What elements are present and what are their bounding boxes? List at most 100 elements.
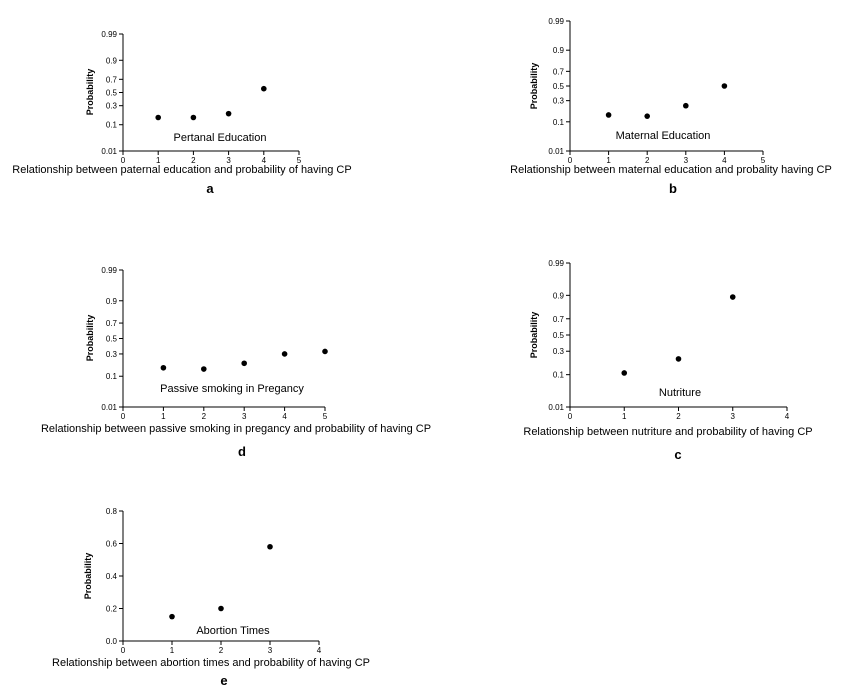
x-tick-label: 1 <box>606 156 611 165</box>
y-tick-label: 0.9 <box>553 291 565 300</box>
y-tick-label: 0.5 <box>553 82 565 91</box>
y-tick-label: 0.9 <box>106 297 118 306</box>
data-point <box>729 294 736 300</box>
x-axis-label: Relationship between abortion times and … <box>52 657 370 669</box>
data-point <box>281 351 288 357</box>
y-tick-label: 0.99 <box>548 17 564 26</box>
data-point <box>267 543 273 550</box>
data-point <box>675 356 682 362</box>
x-tick-label: 1 <box>156 156 161 165</box>
data-point <box>322 348 328 355</box>
y-tick-label: 0.2 <box>106 605 118 614</box>
x-tick-label: 0 <box>568 412 573 421</box>
y-tick-label: 0.99 <box>548 259 564 268</box>
y-tick-label: 0.9 <box>106 56 118 65</box>
chart-annotation: Pertanal Education <box>174 132 267 144</box>
y-tick-label: 0.5 <box>106 89 118 98</box>
y-tick-label: 0.0 <box>106 637 118 646</box>
data-point <box>605 112 612 118</box>
data-point <box>155 114 161 121</box>
x-tick-label: 1 <box>161 412 166 421</box>
x-tick-label: 4 <box>282 412 287 421</box>
chart-panel-a: 0.01 0.1 0.3 0.5 0.7 0.9 0.99 0 1 2 3 4 5 Probability… <box>12 30 351 196</box>
y-tick-label: 0.8 <box>106 507 118 516</box>
y-tick-label: 0.99 <box>101 266 117 275</box>
chart-annotation: Passive smoking in Pregancy <box>160 383 304 395</box>
y-tick-label: 0.3 <box>106 350 118 359</box>
x-tick-label: 2 <box>676 412 681 421</box>
x-tick-label: 4 <box>262 156 267 165</box>
data-point <box>683 102 689 109</box>
y-tick-label: 0.7 <box>553 67 565 76</box>
x-tick-label: 3 <box>226 156 231 165</box>
x-tick-label: 1 <box>622 412 627 421</box>
x-axis-label: Relationship between maternal education … <box>510 164 832 176</box>
y-tick-label: 0.01 <box>101 403 117 412</box>
data-point <box>160 364 167 371</box>
y-tick-label: 0.6 <box>106 540 118 549</box>
data-point <box>261 85 267 92</box>
data-point <box>218 605 224 612</box>
y-tick-label: 0.3 <box>553 97 565 106</box>
x-tick-label: 2 <box>645 156 650 165</box>
y-tick-label: 0.5 <box>106 335 118 344</box>
y-axis-label: Probability <box>529 63 539 110</box>
data-point <box>190 114 197 121</box>
panel-label: e <box>220 673 227 687</box>
x-tick-label: 4 <box>317 646 322 655</box>
y-tick-label: 0.1 <box>106 372 118 381</box>
x-tick-label: 3 <box>242 412 247 421</box>
y-tick-label: 0.1 <box>553 118 565 127</box>
chart-panel-d: 0.01 0.1 0.3 0.5 0.7 0.9 0.99 0 1 2 3 4 5 Probability… <box>41 266 431 459</box>
y-tick-label: 0.01 <box>101 147 117 156</box>
x-tick-label: 0 <box>121 156 126 165</box>
y-tick-label: 0.01 <box>548 403 564 412</box>
x-tick-label: 4 <box>722 156 727 165</box>
y-tick-label: 0.1 <box>553 371 565 380</box>
x-tick-label: 2 <box>191 156 196 165</box>
x-axis-label: Relationship between nutriture and proba… <box>523 426 812 438</box>
x-tick-label: 5 <box>761 156 766 165</box>
data-point <box>169 613 175 620</box>
y-tick-label: 0.5 <box>553 331 565 340</box>
x-tick-label: 4 <box>785 412 790 421</box>
x-tick-label: 1 <box>170 646 175 655</box>
x-tick-label: 5 <box>297 156 302 165</box>
y-tick-label: 0.1 <box>106 121 118 130</box>
x-axis-label: Relationship between passive smoking in … <box>41 423 431 435</box>
x-tick-label: 0 <box>121 412 126 421</box>
y-tick-label: 0.7 <box>106 319 118 328</box>
y-tick-label: 0.9 <box>553 46 565 55</box>
x-tick-label: 2 <box>202 412 207 421</box>
chart-annotation: Nutriture <box>659 387 701 399</box>
chart-annotation: Abortion Times <box>196 625 270 637</box>
x-tick-label: 3 <box>731 412 736 421</box>
panel-label: b <box>669 181 677 196</box>
x-tick-label: 0 <box>121 646 126 655</box>
panel-label: a <box>206 181 214 196</box>
panel-label: c <box>674 447 681 462</box>
y-axis-label: Probability <box>83 553 93 600</box>
y-axis-label: Probability <box>85 69 95 116</box>
y-tick-label: 0.7 <box>553 315 565 324</box>
x-tick-label: 3 <box>268 646 273 655</box>
chart-panel-b: 0.01 0.1 0.3 0.5 0.7 0.9 0.99 0 1 2 3 4 5 Probability… <box>510 17 832 196</box>
data-point <box>644 113 650 119</box>
x-tick-label: 5 <box>323 412 328 421</box>
x-tick-label: 0 <box>568 156 573 165</box>
y-tick-label: 0.01 <box>548 147 564 156</box>
y-axis-label: Probability <box>85 315 95 362</box>
y-tick-label: 0.3 <box>553 347 565 356</box>
y-tick-label: 0.7 <box>106 75 118 84</box>
data-point <box>621 370 628 376</box>
y-axis-label: Probability <box>529 312 539 359</box>
y-tick-label: 0.4 <box>106 572 118 581</box>
chart-annotation: Maternal Education <box>616 130 711 142</box>
data-point <box>721 83 728 89</box>
y-tick-label: 0.99 <box>101 30 117 39</box>
data-point <box>241 360 247 367</box>
x-tick-label: 2 <box>219 646 224 655</box>
data-point <box>225 110 232 117</box>
x-tick-label: 3 <box>684 156 689 165</box>
y-tick-label: 0.3 <box>106 102 118 111</box>
